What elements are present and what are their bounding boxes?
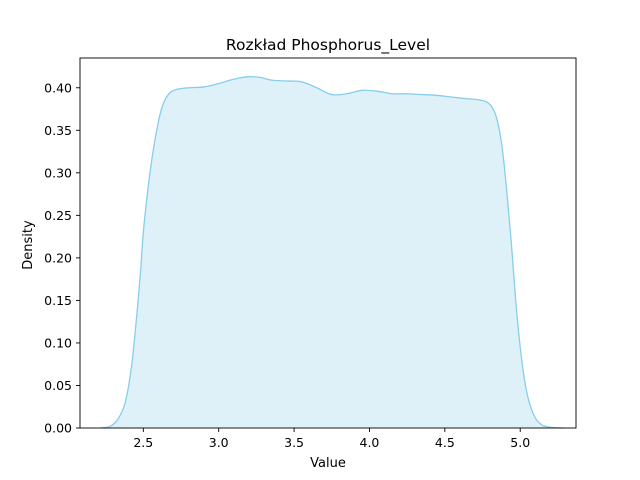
plot-frame [79, 57, 577, 429]
y-tick-label: 0.05 [44, 378, 72, 393]
plot-area [100, 75, 564, 429]
axes: 2.5 3.0 3.5 4.0 4.5 5.0 0.00 0.05 0.10 0.15 0.20 0.… [44, 57, 577, 450]
x-axis-title: Value [310, 456, 346, 471]
x-tick-label: 3.5 [284, 435, 304, 450]
y-tick-label: 0.25 [44, 208, 72, 223]
y-axis-title: Density [21, 220, 36, 270]
x-tick-label: 2.5 [133, 435, 153, 450]
density-line [100, 75, 564, 429]
y-tick-label: 0.35 [44, 123, 72, 138]
y-tick-label: 0.15 [44, 293, 72, 308]
density-area-fill [101, 76, 564, 428]
x-tick-label: 4.5 [435, 435, 455, 450]
y-tick-label: 0.40 [44, 80, 72, 95]
y-tick-label: 0.30 [44, 165, 72, 180]
chart-title: Rozkład Phosphorus_Level [226, 36, 430, 55]
x-tick-label: 4.0 [360, 435, 380, 450]
y-tick-label: 0.10 [44, 335, 72, 350]
y-tick-label: 0.00 [44, 421, 72, 436]
x-tick-label: 5.0 [510, 435, 530, 450]
y-tick-label: 0.20 [44, 250, 72, 265]
x-tick-label: 3.0 [209, 435, 229, 450]
